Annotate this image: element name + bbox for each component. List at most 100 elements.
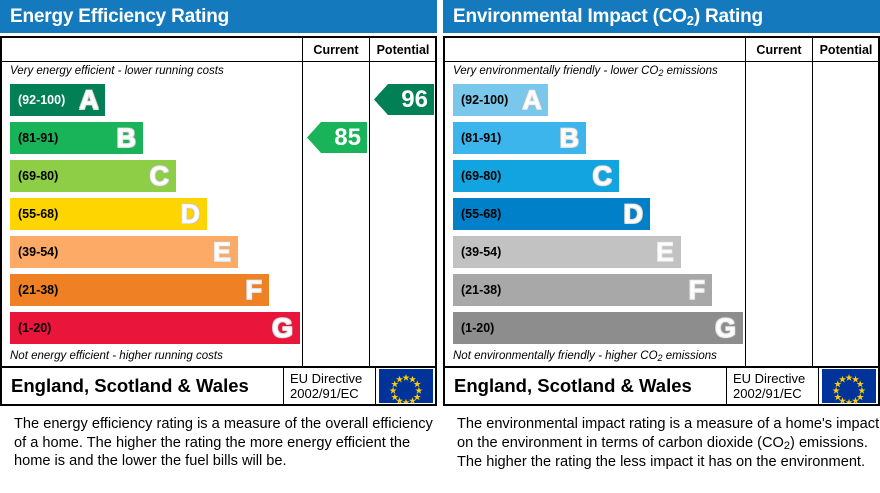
energy-band-row-c: (69-80) C xyxy=(2,157,302,195)
energy-top-caption: Very energy efficient - lower running co… xyxy=(2,62,302,81)
energy-efficiency-table: Current Potential Very energy efficient … xyxy=(0,36,437,406)
environmental-impact-certificate: Environmental Impact (CO2) Rating Curren… xyxy=(443,0,880,472)
energy-footer-directive: EU Directive 2002/91/EC xyxy=(283,368,375,404)
environmental-band-letter-f: F xyxy=(688,274,706,305)
energy-current-rating-value: 85 xyxy=(334,123,361,151)
energy-current-column: 85 xyxy=(302,62,369,366)
energy-efficiency-title: Energy Efficiency Rating xyxy=(10,6,229,28)
environmental-potential-column xyxy=(812,62,879,366)
environmental-bottom-caption-text: Not environmentally friendly - higher CO xyxy=(453,350,658,362)
environmental-directive-line1: EU Directive xyxy=(733,371,806,386)
environmental-current-column xyxy=(745,62,812,366)
energy-bottom-caption-text: Not energy efficient - higher running co… xyxy=(10,350,223,362)
energy-band-bar-f: (21-38) F xyxy=(10,274,269,306)
energy-band-row-g: (1-20) G xyxy=(2,309,302,347)
energy-efficiency-header: Energy Efficiency Rating xyxy=(0,0,437,33)
energy-current-column-header: Current xyxy=(302,38,369,61)
environmental-band-range-g: (1-20) xyxy=(461,321,495,335)
energy-potential-rating-value: 96 xyxy=(401,85,428,113)
energy-directive-line2: 2002/91/EC xyxy=(290,386,359,401)
energy-band-letter-a: A xyxy=(79,84,100,115)
environmental-band-letter-c: C xyxy=(592,160,613,191)
energy-band-letter-g: G xyxy=(271,312,293,343)
environmental-band-bar-g: (1-20) G xyxy=(453,312,743,344)
environmental-top-caption: Very environmentally friendly - lower CO… xyxy=(445,62,745,81)
environmental-bands-column: Very environmentally friendly - lower CO… xyxy=(445,62,745,366)
environmental-band-bar-f: (21-38) F xyxy=(453,274,712,306)
energy-potential-column: 96 xyxy=(369,62,436,366)
energy-band-bar-g: (1-20) G xyxy=(10,312,300,344)
environmental-top-caption-suffix: emissions xyxy=(663,65,718,77)
energy-band-range-f: (21-38) xyxy=(18,283,59,297)
energy-band-bar-e: (39-54) E xyxy=(10,236,238,268)
energy-band-bar-c: (69-80) C xyxy=(10,160,176,192)
energy-chart-body: Very energy efficient - lower running co… xyxy=(2,62,435,366)
environmental-band-range-d: (55-68) xyxy=(461,207,502,221)
energy-band-range-c: (69-80) xyxy=(18,169,59,183)
environmental-footer: England, Scotland & Wales EU Directive 2… xyxy=(445,366,878,406)
environmental-band-row-c: (69-80) C xyxy=(445,157,745,195)
environmental-impact-title: Environmental Impact (CO2) Rating xyxy=(453,6,763,28)
bands-header-spacer xyxy=(445,38,745,61)
energy-band-list: (92-100) A (81-91) B (69 xyxy=(2,81,302,347)
environmental-footer-flag-cell xyxy=(818,368,878,406)
title-subscript: 2 xyxy=(686,12,694,28)
environmental-top-caption-text: Very environmentally friendly - lower CO xyxy=(453,65,659,77)
energy-efficiency-certificate: Energy Efficiency Rating Current Potenti… xyxy=(0,0,437,471)
energy-band-range-b: (81-91) xyxy=(18,131,59,145)
environmental-band-bar-d: (55-68) D xyxy=(453,198,650,230)
environmental-band-bar-e: (39-54) E xyxy=(453,236,681,268)
energy-potential-column-header: Potential xyxy=(369,38,436,61)
eu-flag-icon xyxy=(821,369,876,406)
environmental-band-letter-e: E xyxy=(655,236,674,267)
energy-band-bar-d: (55-68) D xyxy=(10,198,207,230)
energy-column-headers: Current Potential xyxy=(2,38,435,62)
environmental-chart-body: Very environmentally friendly - lower CO… xyxy=(445,62,878,366)
environmental-band-row-d: (55-68) D xyxy=(445,195,745,233)
energy-top-caption-text: Very energy efficient - lower running co… xyxy=(10,65,224,77)
energy-current-rating-arrow: 85 xyxy=(307,122,367,153)
title-text: Energy Efficiency Rating xyxy=(10,5,230,27)
environmental-band-range-b: (81-91) xyxy=(461,131,502,145)
environmental-column-headers: Current Potential xyxy=(445,38,878,62)
environmental-current-column-header: Current xyxy=(745,38,812,61)
environmental-band-letter-b: B xyxy=(559,122,580,153)
energy-footer-region: England, Scotland & Wales xyxy=(11,375,249,396)
environmental-band-range-c: (69-80) xyxy=(461,169,502,183)
title-text: Environmental Impact (CO xyxy=(453,5,687,27)
environmental-band-range-a: (92-100) xyxy=(461,93,509,107)
eu-flag-icon xyxy=(378,369,433,406)
environmental-footer-directive: EU Directive 2002/91/EC xyxy=(726,368,818,404)
energy-bottom-caption: Not energy efficient - higher running co… xyxy=(2,347,302,366)
environmental-description-part1: The environmental impact rating is a mea… xyxy=(457,416,880,451)
environmental-band-list: (92-100) A (81-91) B (69 xyxy=(445,81,745,347)
eu-stars-icon xyxy=(389,374,422,406)
environmental-band-row-a: (92-100) A xyxy=(445,81,745,119)
environmental-impact-table: Current Potential Very environmentally f… xyxy=(443,36,880,406)
environmental-band-range-e: (39-54) xyxy=(461,245,502,259)
energy-band-letter-e: E xyxy=(212,236,231,267)
environmental-band-row-g: (1-20) G xyxy=(445,309,745,347)
environmental-band-letter-g: G xyxy=(714,312,736,343)
energy-band-bar-a: (92-100) A xyxy=(10,84,105,116)
environmental-impact-header: Environmental Impact (CO2) Rating xyxy=(443,0,880,33)
environmental-bottom-caption-sub: 2 xyxy=(657,353,663,363)
environmental-top-caption-sub: 2 xyxy=(658,68,664,78)
environmental-potential-column-header: Potential xyxy=(812,38,879,61)
energy-band-letter-d: D xyxy=(180,198,201,229)
environmental-bottom-caption: Not environmentally friendly - higher CO… xyxy=(445,347,745,366)
environmental-description: The environmental impact rating is a mea… xyxy=(443,415,880,472)
energy-band-range-d: (55-68) xyxy=(18,207,59,221)
energy-footer-flag-cell xyxy=(375,368,435,406)
eu-stars-icon xyxy=(832,374,865,406)
energy-band-row-a: (92-100) A xyxy=(2,81,302,119)
energy-directive-line1: EU Directive xyxy=(290,371,363,386)
environmental-bottom-caption-suffix: emissions xyxy=(662,350,717,362)
energy-band-letter-f: F xyxy=(245,274,263,305)
bands-header-spacer xyxy=(2,38,302,61)
environmental-directive-line2: 2002/91/EC xyxy=(733,386,802,401)
energy-footer: England, Scotland & Wales EU Directive 2… xyxy=(2,366,435,406)
environmental-band-row-e: (39-54) E xyxy=(445,233,745,271)
energy-bands-column: Very energy efficient - lower running co… xyxy=(2,62,302,366)
environmental-band-row-f: (21-38) F xyxy=(445,271,745,309)
